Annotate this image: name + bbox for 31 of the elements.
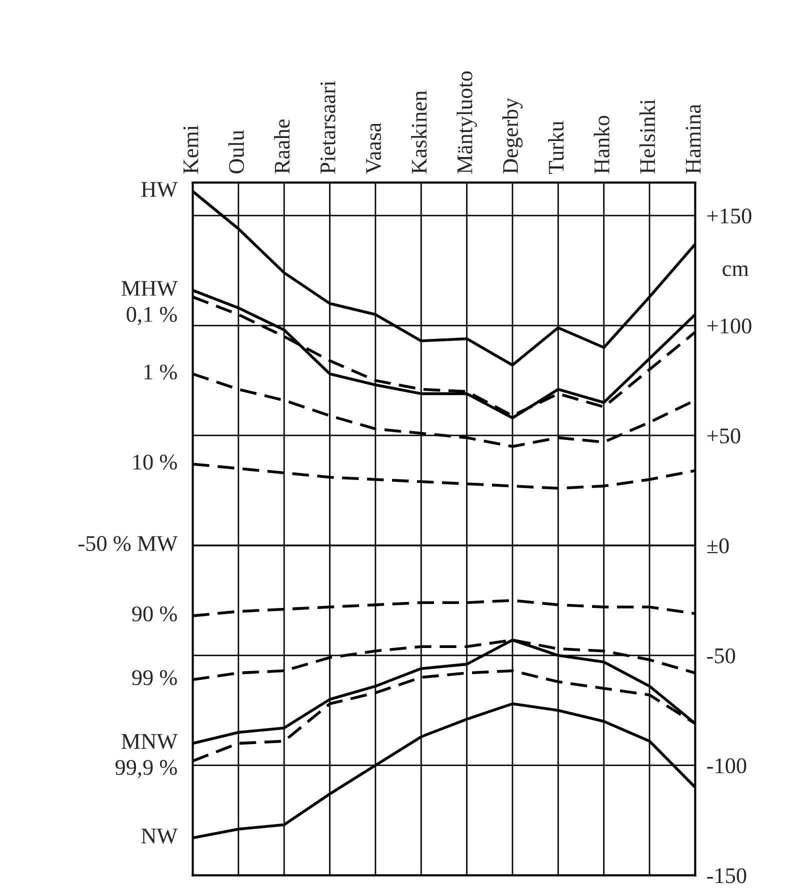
- y-axis-title: cm: [722, 265, 749, 276]
- y-tick-label: -100: [707, 758, 746, 774]
- x-tick-label: Hamina: [686, 104, 701, 174]
- series-label: MNW: [122, 734, 178, 750]
- y-tick-label: +150: [707, 208, 752, 224]
- x-tick-label: Pietarsaari: [320, 80, 336, 174]
- series-label: 90 %: [132, 606, 177, 622]
- x-tick-label: Hanko: [594, 116, 610, 174]
- series-label: 99,9 %: [115, 760, 177, 778]
- series-label: 99 %: [132, 670, 177, 686]
- series-label: 10 %: [133, 454, 177, 470]
- series-label: HW: [141, 182, 178, 198]
- ref-line-label: -50 % MW: [78, 536, 178, 552]
- y-tick-label: ±0: [707, 538, 729, 554]
- series-label: 1 %: [144, 364, 177, 380]
- series-label: MHW: [122, 281, 178, 296]
- y-tick-label: +50: [707, 428, 740, 444]
- series-label: NW: [141, 828, 178, 844]
- x-tick-label: Raahe: [274, 119, 290, 174]
- series-label: 0,1 %: [126, 306, 177, 326]
- x-tick-label: Turku: [548, 121, 564, 174]
- y-tick-label: -150: [707, 868, 746, 884]
- x-tick-label: Mäntyluoto: [456, 71, 477, 174]
- x-tick-label: Kemi: [183, 125, 198, 174]
- x-tick-label: Degerby: [502, 98, 523, 174]
- x-tick-label: Oulu: [228, 130, 244, 174]
- y-tick-label: +100: [707, 318, 752, 334]
- x-tick-label: Helsinki: [639, 99, 656, 174]
- y-tick-label: -50: [707, 648, 736, 664]
- x-tick-label: Vaasa: [366, 122, 382, 174]
- x-tick-label: Kaskinen: [411, 90, 427, 174]
